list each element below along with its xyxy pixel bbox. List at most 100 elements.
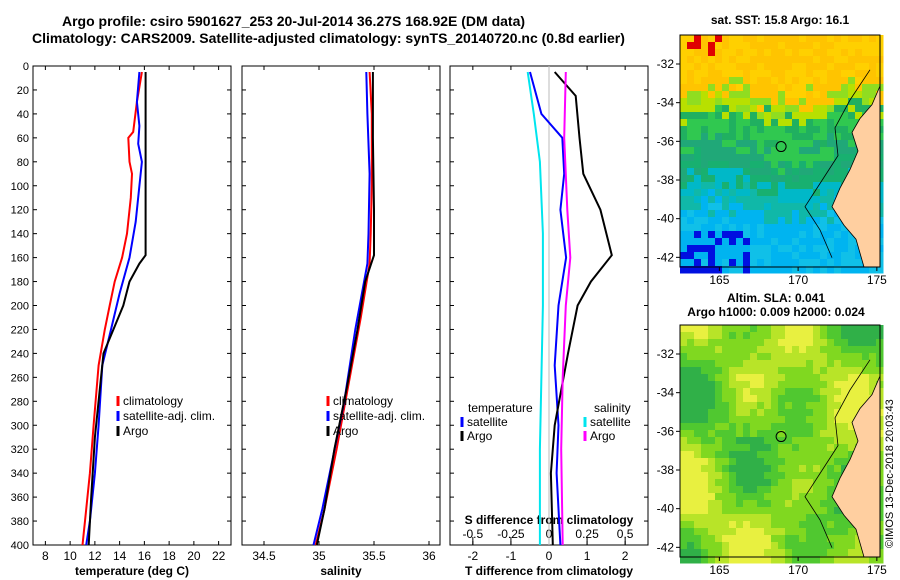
sst-map-cell bbox=[722, 70, 730, 78]
temperature-xtick-label: 16 bbox=[138, 549, 152, 563]
sla-map-cell bbox=[820, 395, 828, 403]
sst-map-cell bbox=[680, 105, 688, 113]
sla-map-cell bbox=[708, 360, 716, 368]
sla-map-cell bbox=[862, 367, 870, 375]
sla-map-cell bbox=[736, 402, 744, 410]
sst-map-cell bbox=[862, 105, 870, 113]
sst-map bbox=[679, 34, 884, 274]
sst-map-cell bbox=[694, 105, 702, 113]
sst-map-cell bbox=[785, 224, 793, 232]
sst-map-cell bbox=[701, 126, 709, 134]
sla-map-cell bbox=[827, 325, 835, 333]
sla-map-cell bbox=[792, 500, 800, 508]
sla-map-cell bbox=[743, 556, 751, 564]
sst-map-cell bbox=[862, 63, 870, 71]
sla-map-cell bbox=[687, 416, 695, 424]
sla-map-cell bbox=[848, 353, 856, 361]
sst-map-cell bbox=[820, 49, 828, 57]
sst-map-cell bbox=[736, 77, 744, 85]
temperature-xtick-label: 8 bbox=[42, 549, 49, 563]
sla-map-cell bbox=[729, 388, 737, 396]
sst-map-cell bbox=[743, 161, 751, 169]
sla-map-cell bbox=[750, 500, 758, 508]
sst-map-cell bbox=[680, 168, 688, 176]
depth-tick-label: 220 bbox=[11, 324, 29, 336]
sla-map-cell bbox=[876, 556, 884, 564]
sla-map-cell bbox=[778, 437, 786, 445]
sla-lat-tick-label: -38 bbox=[657, 463, 675, 477]
sla-map-cell bbox=[855, 332, 863, 340]
sst-map-cell bbox=[701, 189, 709, 197]
sst-map-cell bbox=[799, 98, 807, 106]
sla-map-cell bbox=[785, 416, 793, 424]
sst-map-cell bbox=[743, 63, 751, 71]
sst-map-cell bbox=[771, 49, 779, 57]
sst-map-cell bbox=[701, 119, 709, 127]
sst-map-cell bbox=[757, 224, 765, 232]
sst-map-cell bbox=[764, 63, 772, 71]
sla-map-cell bbox=[708, 416, 716, 424]
sla-map-cell bbox=[736, 451, 744, 459]
sst-map-cell bbox=[827, 63, 835, 71]
sla-map-cell bbox=[743, 388, 751, 396]
sla-map-cell bbox=[729, 465, 737, 473]
sst-map-cell bbox=[778, 119, 786, 127]
sst-map-cell bbox=[694, 84, 702, 92]
sst-map-cell bbox=[680, 259, 688, 267]
sla-map-cell bbox=[771, 521, 779, 529]
sla-map-cell bbox=[736, 444, 744, 452]
sst-map-cell bbox=[694, 189, 702, 197]
sst-map-cell bbox=[855, 266, 863, 274]
sla-map-cell bbox=[848, 381, 856, 389]
sla-map-cell bbox=[813, 346, 821, 354]
sla-map-cell bbox=[841, 556, 849, 564]
sst-map-cell bbox=[694, 217, 702, 225]
sst-map-cell bbox=[834, 217, 842, 225]
sst-map-cell bbox=[778, 252, 786, 260]
sst-map-cell bbox=[771, 161, 779, 169]
sla-map-cell bbox=[764, 346, 772, 354]
sla-map-cell bbox=[827, 507, 835, 515]
sst-map-cell bbox=[694, 133, 702, 141]
sst-map-cell bbox=[687, 98, 695, 106]
sst-map-cell bbox=[750, 182, 758, 190]
sst-map-cell bbox=[855, 105, 863, 113]
sla-map-cell bbox=[764, 556, 772, 564]
sla-map-cell bbox=[771, 374, 779, 382]
sst-map-cell bbox=[764, 217, 772, 225]
sla-map-cell bbox=[855, 542, 863, 550]
sla-map-cell bbox=[750, 430, 758, 438]
sla-map-cell bbox=[841, 395, 849, 403]
sst-map-cell bbox=[722, 189, 730, 197]
sst-map-cell bbox=[806, 126, 814, 134]
sst-map-cell bbox=[708, 70, 716, 78]
sla-map-cell bbox=[806, 493, 814, 501]
sst-map-cell bbox=[813, 49, 821, 57]
sla-map-cell bbox=[687, 472, 695, 480]
sst-map-cell bbox=[785, 126, 793, 134]
sst-map-cell bbox=[722, 231, 730, 239]
sla-map-cell bbox=[701, 514, 709, 522]
sla-map-cell bbox=[729, 416, 737, 424]
sst-map-cell bbox=[694, 126, 702, 134]
sst-map-cell bbox=[708, 126, 716, 134]
sst-map-cell bbox=[785, 56, 793, 64]
sst-map-cell bbox=[764, 259, 772, 267]
sst-map-cell bbox=[806, 189, 814, 197]
sla-map-cell bbox=[841, 409, 849, 417]
depth-tick-label: 140 bbox=[11, 229, 29, 241]
sla-map-cell bbox=[701, 332, 709, 340]
sst-map-cell bbox=[799, 154, 807, 162]
sst-map-cell bbox=[792, 42, 800, 50]
sst-map-cell bbox=[820, 189, 828, 197]
temperature-xtick-label: 22 bbox=[212, 549, 226, 563]
sla-map-cell bbox=[764, 332, 772, 340]
sla-map-cell bbox=[680, 423, 688, 431]
sla-map-cell bbox=[869, 367, 877, 375]
sst-map-cell bbox=[680, 189, 688, 197]
sst-map-cell bbox=[736, 147, 744, 155]
sst-map-cell bbox=[785, 98, 793, 106]
sst-lat-tick-label: -32 bbox=[657, 57, 675, 71]
sla-map-cell bbox=[799, 458, 807, 466]
depth-tick-label: 120 bbox=[11, 205, 29, 217]
